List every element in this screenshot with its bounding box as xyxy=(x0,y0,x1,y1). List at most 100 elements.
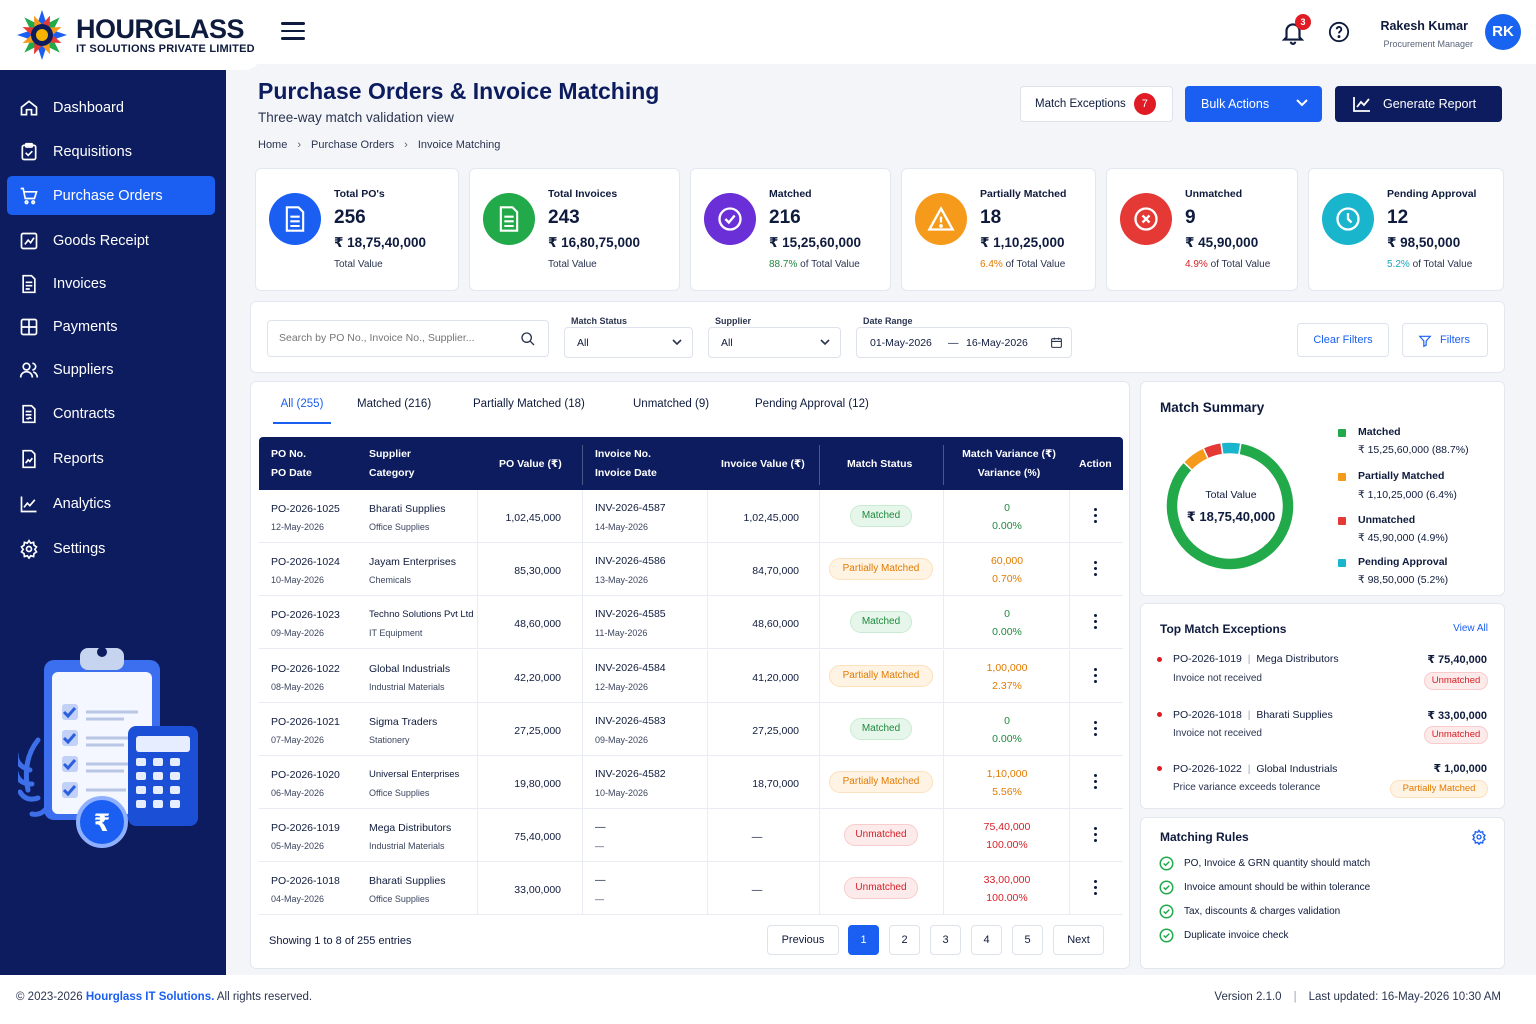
sidebar-item-dashboard[interactable]: Dashboard xyxy=(7,88,215,127)
sidebar-item-reports[interactable]: Reports xyxy=(7,439,215,478)
user-name[interactable]: Rakesh Kumar xyxy=(1380,19,1468,33)
invoice-number[interactable]: INV-2026-4587 xyxy=(595,502,666,514)
match-exceptions-button[interactable]: Match Exceptions 7 xyxy=(1020,86,1173,122)
filters-button[interactable]: Filters xyxy=(1402,323,1488,357)
stat-card-pending-approval[interactable]: Pending Approval 12 ₹ 98,50,000 5.2% of … xyxy=(1308,168,1504,291)
table-row[interactable]: PO-2026-1019 05-May-2026 Mega Distributors… xyxy=(259,809,1123,863)
more-actions-icon[interactable] xyxy=(1088,720,1102,739)
generate-report-button[interactable]: Generate Report xyxy=(1335,86,1502,122)
donut-slice-matched[interactable] xyxy=(1165,442,1295,571)
invoice-value: — xyxy=(751,831,763,844)
stat-card-total-pos[interactable]: Total PO's 256 ₹ 18,75,40,000 Total Valu… xyxy=(255,168,459,291)
page-1-button[interactable]: 1 xyxy=(848,925,879,955)
po-number[interactable]: PO-2026-1020 xyxy=(271,769,340,781)
po-number[interactable]: PO-2026-1023 xyxy=(271,609,340,622)
page-5-button[interactable]: 5 xyxy=(1012,925,1043,955)
invoice-number[interactable]: INV-2026-4585 xyxy=(595,608,666,621)
breadcrumb-home[interactable]: Home xyxy=(258,139,288,151)
more-actions-icon[interactable] xyxy=(1088,774,1102,792)
page-4-button[interactable]: 4 xyxy=(971,925,1002,955)
tab-pending-approval[interactable]: Pending Approval (12) xyxy=(755,398,869,410)
match-exceptions-badge: 7 xyxy=(1133,93,1156,115)
date-range-picker[interactable]: 01-May-2026 — 16-May-2026 xyxy=(856,327,1072,358)
invoice-number[interactable]: INV-2026-4584 xyxy=(595,661,666,674)
po-number[interactable]: PO-2026-1018 xyxy=(271,875,340,888)
bulk-actions-button[interactable]: Bulk Actions xyxy=(1185,86,1322,122)
column-divider xyxy=(477,809,478,863)
th-category[interactable]: Category xyxy=(369,467,415,479)
search-input[interactable] xyxy=(279,332,509,344)
sidebar-item-payments[interactable]: Payments xyxy=(7,307,215,346)
avatar[interactable]: RK xyxy=(1485,14,1521,50)
th-supplier[interactable]: Supplier xyxy=(369,448,412,460)
breadcrumb-purchase-orders[interactable]: Purchase Orders xyxy=(311,139,395,151)
th-invoice-date[interactable]: Invoice Date xyxy=(595,467,657,479)
brand-logo[interactable]: HOURGLASS IT SOLUTIONS PRIVATE LIMITED xyxy=(0,0,262,70)
match-status-select[interactable]: All xyxy=(564,327,693,358)
sidebar-item-goods-receipt[interactable]: Goods Receipt xyxy=(7,221,215,260)
help-icon[interactable] xyxy=(1328,21,1350,43)
th-po-no[interactable]: PO No. xyxy=(271,448,307,460)
tab-matched[interactable]: Matched (216) xyxy=(357,398,432,410)
po-number[interactable]: PO-2026-1019 xyxy=(271,822,340,835)
previous-page-button[interactable]: Previous xyxy=(767,925,839,955)
sidebar-item-settings[interactable]: Settings xyxy=(7,529,215,568)
more-actions-icon[interactable] xyxy=(1088,880,1102,898)
page-3-button[interactable]: 3 xyxy=(930,925,961,955)
donut-slice-pending-approval[interactable] xyxy=(1220,441,1242,456)
tab-all[interactable]: All (255) xyxy=(273,398,331,424)
sidebar-item-contracts[interactable]: Contracts xyxy=(7,394,215,433)
invoice-number[interactable]: INV-2026-4583 xyxy=(595,714,666,727)
next-page-button[interactable]: Next xyxy=(1053,925,1104,955)
sidebar-item-purchase-orders[interactable]: Purchase Orders xyxy=(7,176,215,215)
search-icon[interactable] xyxy=(520,331,536,347)
company-link[interactable]: Hourglass IT Solutions. xyxy=(85,991,215,1003)
view-all-link[interactable]: View All xyxy=(1453,623,1488,634)
supplier-select[interactable]: All xyxy=(708,327,841,358)
more-actions-icon[interactable] xyxy=(1088,667,1102,686)
po-number[interactable]: PO-2026-1025 xyxy=(271,503,340,515)
th-invoice-no[interactable]: Invoice No. xyxy=(595,448,652,460)
th-po-value[interactable]: PO Value (₹) xyxy=(499,458,562,470)
invoice-number[interactable]: INV-2026-4582 xyxy=(595,768,666,780)
more-actions-icon[interactable] xyxy=(1088,614,1102,632)
invoice-number[interactable]: INV-2026-4586 xyxy=(595,555,666,568)
stat-card-matched[interactable]: Matched 216 ₹ 15,25,60,000 88.7% of Tota… xyxy=(690,168,891,291)
table-row[interactable]: PO-2026-1021 07-May-2026 Sigma Traders Stat… xyxy=(259,702,1123,756)
stat-card-partially-matched[interactable]: Partially Matched 18 ₹ 1,10,25,000 6.4% … xyxy=(901,168,1096,291)
sidebar-item-invoices[interactable]: Invoices xyxy=(7,264,215,303)
invoice-number[interactable]: — xyxy=(595,874,606,887)
page-2-button[interactable]: 2 xyxy=(889,925,920,955)
tab-partially-matched[interactable]: Partially Matched (18) xyxy=(473,398,585,410)
table-row[interactable]: PO-2026-1024 10-May-2026 Jayam Enterprises… xyxy=(259,543,1123,597)
th-invoice-value[interactable]: Invoice Value (₹) xyxy=(721,458,805,470)
th-variance-pct[interactable]: Variance (%) xyxy=(977,467,1041,479)
table-row[interactable]: PO-2026-1022 08-May-2026 Global Industrial… xyxy=(259,649,1123,703)
po-number[interactable]: PO-2026-1021 xyxy=(271,715,340,728)
sidebar-item-suppliers[interactable]: Suppliers xyxy=(7,350,215,389)
table-row[interactable]: PO-2026-1020 06-May-2026 Universal Enterpr… xyxy=(259,756,1123,809)
more-actions-icon[interactable] xyxy=(1088,508,1102,526)
sidebar-item-requisitions[interactable]: Requisitions xyxy=(7,132,215,171)
table-row[interactable]: PO-2026-1023 09-May-2026 Techno Solutions … xyxy=(259,596,1123,650)
tab-unmatched[interactable]: Unmatched (9) xyxy=(633,398,710,410)
search-box[interactable] xyxy=(267,320,549,357)
table-row[interactable]: PO-2026-1025 12-May-2026 Bharati Supplies O… xyxy=(259,490,1123,543)
th-match-status[interactable]: Match Status xyxy=(847,458,913,470)
breadcrumb-invoice-matching[interactable]: Invoice Matching xyxy=(417,139,501,151)
invoice-number[interactable]: — xyxy=(595,821,606,834)
th-po-date[interactable]: PO Date xyxy=(271,467,312,479)
menu-toggle-icon[interactable] xyxy=(281,22,305,42)
more-actions-icon[interactable] xyxy=(1088,561,1102,579)
stat-card-unmatched[interactable]: Unmatched 9 ₹ 45,90,000 4.9% of Total Va… xyxy=(1106,168,1298,291)
th-variance[interactable]: Match Variance (₹) xyxy=(962,448,1056,460)
gear-icon[interactable] xyxy=(1471,829,1487,845)
more-actions-icon[interactable] xyxy=(1088,827,1102,845)
th-action[interactable]: Action xyxy=(1079,458,1112,470)
po-number[interactable]: PO-2026-1024 xyxy=(271,556,340,569)
stat-card-total-invoices[interactable]: Total Invoices 243 ₹ 16,80,75,000 Total … xyxy=(469,168,680,291)
table-row[interactable]: PO-2026-1018 04-May-2026 Bharati Supplies O… xyxy=(259,862,1123,916)
po-number[interactable]: PO-2026-1022 xyxy=(271,662,340,675)
sidebar-item-analytics[interactable]: Analytics xyxy=(7,484,215,523)
clear-filters-button[interactable]: Clear Filters xyxy=(1297,323,1389,357)
